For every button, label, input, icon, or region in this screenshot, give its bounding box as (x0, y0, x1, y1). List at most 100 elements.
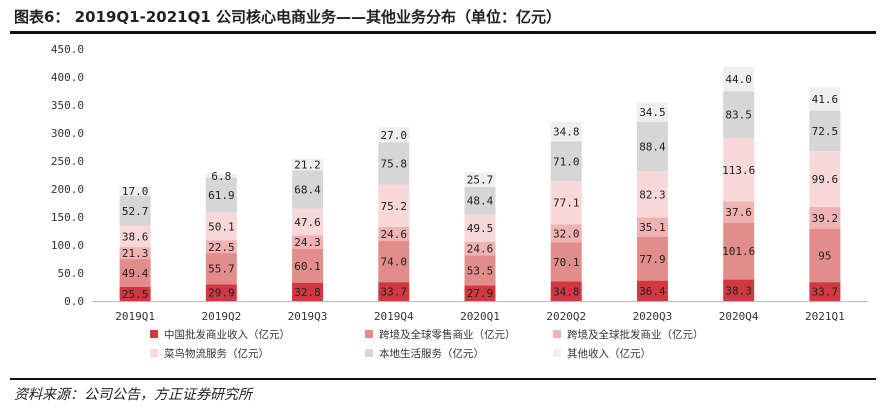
bar-segment (550, 141, 582, 182)
data-label: 35.1 (639, 221, 666, 234)
data-label: 25.7 (467, 174, 494, 187)
x-tick-label: 2020Q1 (460, 310, 500, 323)
bar-segment (464, 186, 496, 214)
data-label: 22.5 (208, 241, 235, 254)
bar-segment (378, 226, 410, 241)
bar-segment (119, 225, 151, 248)
x-tick-label: 2021Q1 (805, 310, 845, 323)
bar-segment (550, 242, 582, 282)
bar-segment (292, 158, 324, 171)
stacked-bar-chart: 0.0 50.0 100.0 150.0 200.0 250.0 300.0 350.0 400… (51, 43, 868, 360)
data-label: 113.6 (722, 164, 755, 177)
bar-segment (809, 228, 841, 283)
data-label: 53.5 (467, 264, 494, 277)
bar-segment (809, 206, 841, 229)
legend-swatch (365, 330, 373, 338)
data-label: 75.8 (381, 158, 408, 171)
data-label: 71.0 (553, 155, 580, 168)
bar-segment (809, 87, 841, 111)
bar-segment (809, 110, 841, 152)
bar-segment (292, 170, 324, 209)
data-label: 34.5 (639, 106, 666, 119)
chart-title: 图表6： 2019Q1-2021Q1 公司核心电商业务——其他业务分布（单位：亿… (14, 8, 561, 26)
data-label: 33.7 (381, 286, 408, 299)
data-label: 32.8 (294, 286, 321, 299)
legend-label: 菜鸟物流服务（亿元） (164, 347, 269, 360)
data-label: 6.8 (211, 170, 231, 183)
source-note: 资料来源：公司公告，方正证券研究所 (14, 387, 252, 403)
bar-segment (119, 247, 151, 260)
y-tick-label: 150.0 (51, 211, 84, 224)
data-label: 77.1 (553, 197, 580, 210)
bar-segment (723, 222, 755, 280)
bar-segment (464, 172, 496, 187)
legend-label: 跨境及全球批发商业（亿元） (567, 328, 704, 341)
bar-segment (119, 196, 151, 226)
x-tick-label: 2020Q3 (633, 310, 673, 323)
data-label: 68.4 (294, 184, 321, 197)
bar-segment (464, 213, 496, 242)
data-label: 38.3 (725, 284, 752, 297)
bar-segment (636, 102, 668, 122)
y-tick-label: 100.0 (51, 239, 84, 252)
data-label: 33.7 (812, 286, 839, 299)
bar-segment (378, 240, 410, 283)
data-label: 41.6 (812, 93, 839, 106)
data-label: 32.0 (553, 227, 580, 240)
bar-segment (636, 236, 668, 281)
legend-swatch (553, 349, 561, 357)
data-label: 52.7 (122, 205, 149, 218)
bar-segment (550, 121, 582, 142)
data-label: 77.9 (639, 253, 666, 266)
data-label: 55.7 (208, 263, 235, 276)
data-label: 82.3 (639, 188, 666, 201)
legend-label: 其他收入（亿元） (567, 347, 651, 360)
bar-segment (464, 241, 496, 256)
data-label: 60.1 (294, 260, 321, 273)
bar-segment (292, 208, 324, 236)
y-tick-label: 0.0 (64, 295, 84, 308)
data-label: 27.9 (467, 287, 494, 300)
x-tick-label: 2019Q2 (201, 310, 241, 323)
data-label: 44.0 (725, 73, 752, 86)
data-label: 21.2 (294, 158, 321, 171)
data-label: 34.8 (553, 285, 580, 298)
data-label: 25.5 (122, 288, 149, 301)
data-label: 39.2 (812, 212, 839, 225)
data-label: 37.6 (725, 206, 752, 219)
bar-segment (723, 66, 755, 92)
data-label: 75.2 (381, 200, 408, 213)
data-label: 101.6 (722, 245, 755, 258)
y-tick-label: 50.0 (58, 267, 85, 280)
data-label: 27.0 (381, 129, 408, 142)
bar-segment (292, 235, 324, 249)
bar-segment (550, 281, 582, 301)
data-label: 38.6 (122, 230, 149, 243)
bar-segment (292, 248, 324, 283)
bar-segment (636, 280, 668, 301)
data-label: 49.5 (467, 222, 494, 235)
data-label: 49.4 (122, 267, 149, 280)
legend-swatch (150, 330, 158, 338)
bar-segment (378, 282, 410, 301)
bar-segment (636, 217, 668, 237)
bar-segment (723, 201, 755, 223)
bar-segment (119, 286, 151, 301)
bar-segment (723, 137, 755, 202)
data-label: 21.3 (122, 247, 149, 260)
data-label: 74.0 (381, 255, 408, 268)
y-tick-label: 450.0 (51, 43, 84, 56)
legend-swatch (150, 349, 158, 357)
bar-segment (464, 255, 496, 286)
data-label: 34.8 (553, 126, 580, 139)
data-label: 24.6 (467, 243, 494, 256)
bar-segment (464, 285, 496, 301)
bar-segment (205, 253, 237, 285)
bar-segment (205, 177, 237, 213)
x-tick-label: 2020Q2 (546, 310, 586, 323)
bar-segment (550, 224, 582, 243)
y-tick-label: 400.0 (51, 71, 84, 84)
legend-swatch (365, 349, 373, 357)
y-tick-label: 250.0 (51, 155, 84, 168)
bar-segment (378, 142, 410, 185)
